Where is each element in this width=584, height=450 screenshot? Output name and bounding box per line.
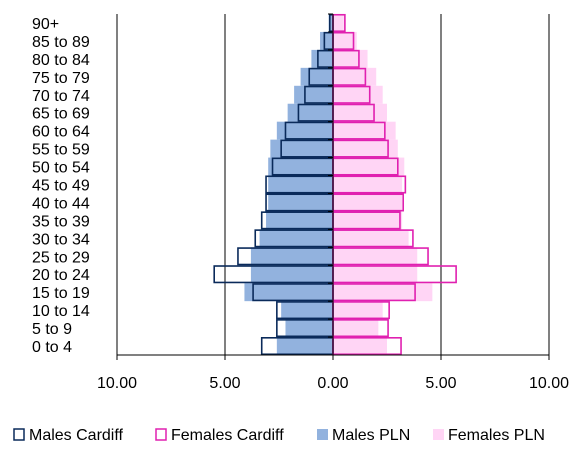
bar-males-pln <box>300 67 333 86</box>
bar-males-pln <box>244 283 333 302</box>
age-group-label: 85 to 89 <box>32 34 90 51</box>
bar-females-pln <box>333 247 418 266</box>
bar-females-pln <box>333 337 387 355</box>
x-tick-label: 0.00 <box>317 375 348 392</box>
legend-label: Females Cardiff <box>171 427 284 444</box>
age-group-label: 45 to 49 <box>32 178 90 195</box>
grid-lines <box>116 14 550 355</box>
age-group-label: 65 to 69 <box>32 106 90 123</box>
age-group-label: 5 to 9 <box>32 321 72 338</box>
age-group-label: 60 to 64 <box>32 124 90 141</box>
legend-label: Males PLN <box>332 427 410 444</box>
bar-females-pln <box>333 193 403 212</box>
age-group-label: 15 to 19 <box>32 285 90 302</box>
x-tick-label: 5.00 <box>209 375 240 392</box>
x-tick-labels: 10.00 5.00 0.00 5.00 10.00 <box>97 375 569 392</box>
bar-females-pln <box>333 211 403 230</box>
age-group-label: 90+ <box>32 16 59 33</box>
age-group-label: 10 to 14 <box>32 303 90 320</box>
bar-females-pln <box>333 229 409 248</box>
bar-females-pln <box>333 301 383 320</box>
legend-swatch <box>13 428 25 441</box>
legend-label: Females PLN <box>448 427 545 444</box>
bar-males-pln <box>276 337 333 355</box>
bar-females-pln <box>333 319 379 338</box>
bar-females-pln <box>333 283 433 302</box>
age-group-label: 80 to 84 <box>32 52 90 69</box>
age-group-label: 0 to 4 <box>32 339 72 356</box>
age-group-label: 40 to 44 <box>32 195 90 212</box>
bar-males-pln <box>328 14 333 32</box>
bar-females-pln <box>333 49 368 68</box>
bar-males-pln <box>281 301 333 320</box>
bar-males-pln <box>285 319 333 338</box>
bar-females-pln <box>333 103 387 122</box>
bar-males-pln <box>276 121 333 140</box>
bar-males-pln <box>259 229 333 248</box>
bar-males-pln <box>311 49 333 68</box>
legend-swatch <box>155 428 167 441</box>
bar-males-pln <box>320 31 333 50</box>
age-group-label: 25 to 29 <box>32 249 90 266</box>
age-group-label: 35 to 39 <box>32 213 90 230</box>
bar-females-pln <box>333 265 418 284</box>
bars <box>213 13 457 356</box>
bar-males-pln <box>268 175 333 194</box>
bar-females-pln <box>333 121 396 140</box>
legend-label: Males Cardiff <box>29 427 124 444</box>
bar-males-pln <box>268 193 333 212</box>
legend-swatch <box>317 429 328 440</box>
bar-males-pln <box>250 247 333 266</box>
bar-males-pln <box>294 85 333 104</box>
age-group-label: 50 to 54 <box>32 160 90 177</box>
age-group-label: 20 to 24 <box>32 267 90 284</box>
bar-females-pln <box>333 85 383 104</box>
bar-males-pln <box>250 265 333 284</box>
bar-females-pln <box>333 14 344 32</box>
bar-males-pln <box>287 103 333 122</box>
age-group-label: 75 to 79 <box>32 70 90 87</box>
age-group-label: 55 to 59 <box>32 142 90 159</box>
bar-females-pln <box>333 139 398 158</box>
age-group-label: 30 to 34 <box>32 231 90 248</box>
bar-females-pln <box>333 175 403 194</box>
age-group-label: 70 to 74 <box>32 88 90 105</box>
bar-males-pln <box>266 211 333 230</box>
bar-females-pln <box>333 31 357 50</box>
bar-males-pln <box>270 139 333 158</box>
legend-swatch <box>433 429 444 440</box>
x-tick-label: 10.00 <box>97 375 137 392</box>
bar-females-pln <box>333 157 405 176</box>
x-tick-label: 10.00 <box>529 375 569 392</box>
x-tick-label: 5.00 <box>425 375 456 392</box>
bar-males-pln <box>268 157 333 176</box>
legend: Males Cardiff Females Cardiff Males PLN Fem… <box>13 427 545 444</box>
axes <box>116 13 550 360</box>
bar-females-pln <box>333 67 377 86</box>
